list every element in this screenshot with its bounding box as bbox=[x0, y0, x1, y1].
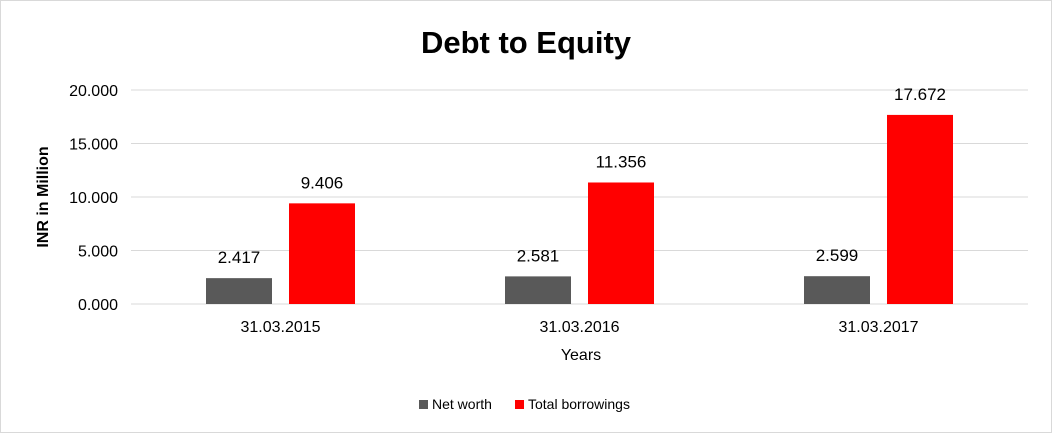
bars: 2.417 9.406 2.581 11.356 2.599 17.672 bbox=[206, 85, 953, 304]
bar-1-1 bbox=[588, 182, 654, 304]
bar-1-2 bbox=[887, 114, 953, 304]
bar-0-2 bbox=[804, 276, 870, 304]
y-tick-label-0: 0.000 bbox=[78, 297, 118, 314]
y-tick-label-2: 10.000 bbox=[69, 190, 118, 207]
bar-0-0 bbox=[206, 278, 272, 304]
bar-0-1 bbox=[505, 276, 571, 304]
data-label-0-2: 2.599 bbox=[816, 246, 859, 265]
y-axis-ticks: 0.000 5.000 10.000 15.000 20.000 bbox=[69, 83, 118, 314]
y-tick-label-4: 20.000 bbox=[69, 83, 118, 100]
x-axis-label: Years bbox=[561, 347, 601, 364]
y-tick-label-1: 5.000 bbox=[78, 244, 118, 261]
legend: Net worth Total borrowings bbox=[419, 396, 630, 412]
legend-swatch-0 bbox=[419, 400, 428, 409]
data-label-0-0: 2.417 bbox=[218, 248, 261, 267]
x-axis-ticks: 31.03.2015 31.03.2016 31.03.2017 bbox=[240, 319, 918, 336]
legend-label-0: Net worth bbox=[432, 396, 492, 412]
y-tick-label-3: 15.000 bbox=[69, 137, 118, 154]
chart-title: Debt to Equity bbox=[421, 25, 632, 60]
gridlines bbox=[131, 89, 1028, 305]
y-axis-label: INR in Million bbox=[35, 146, 52, 247]
x-tick-label-0: 31.03.2015 bbox=[240, 319, 320, 336]
legend-label-1: Total borrowings bbox=[528, 396, 630, 412]
legend-swatch-1 bbox=[515, 400, 524, 409]
data-label-1-1: 11.356 bbox=[596, 152, 647, 171]
x-tick-label-1: 31.03.2016 bbox=[539, 319, 619, 336]
bar-1-0 bbox=[289, 203, 355, 304]
data-label-1-0: 9.406 bbox=[301, 173, 344, 192]
data-label-1-2: 17.672 bbox=[894, 85, 946, 104]
data-label-0-1: 2.581 bbox=[517, 246, 560, 265]
x-tick-label-2: 31.03.2017 bbox=[838, 319, 918, 336]
